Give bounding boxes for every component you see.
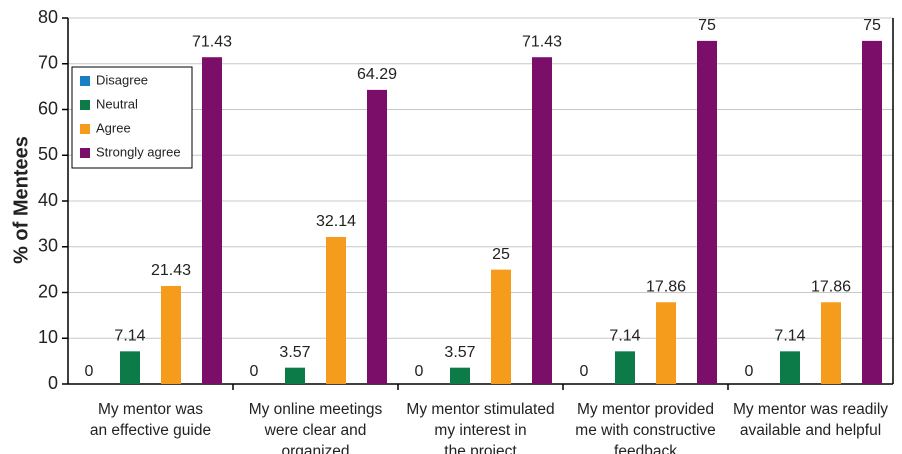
legend-label: Neutral [96, 96, 138, 111]
value-label: 75 [863, 17, 881, 34]
value-label: 7.14 [609, 328, 640, 345]
value-label: 21.43 [151, 262, 191, 279]
value-label: 17.86 [811, 279, 851, 296]
x-tick-label: My mentor provided me with constructive fe… [575, 401, 715, 454]
bar [161, 285, 181, 384]
x-tick-label: My online meetings were clear and organize… [249, 401, 383, 454]
y-tick-label: 30 [38, 236, 58, 256]
legend-swatch [80, 76, 90, 86]
bar [367, 89, 387, 384]
bar [656, 302, 676, 384]
value-label: 0 [745, 363, 754, 380]
bar [862, 40, 882, 384]
value-label: 0 [415, 363, 424, 380]
x-tick-label: My mentor stimulated my interest in the pr… [406, 401, 554, 454]
legend-swatch [80, 100, 90, 110]
bar [450, 367, 470, 384]
legend-swatch [80, 124, 90, 134]
legend-label: Strongly agree [96, 144, 181, 159]
legend-swatch [80, 148, 90, 158]
y-tick-label: 50 [38, 144, 58, 164]
value-label: 32.14 [316, 213, 356, 230]
value-label: 0 [250, 363, 259, 380]
y-tick-label: 0 [48, 373, 58, 393]
legend-label: Agree [96, 120, 131, 135]
bar [532, 57, 552, 384]
y-axis-title: % of Mentees [10, 136, 32, 264]
bar [780, 351, 800, 384]
bar [326, 236, 346, 384]
value-label: 17.86 [646, 279, 686, 296]
bar [285, 367, 305, 384]
value-label: 75 [698, 17, 716, 34]
value-label: 7.14 [114, 328, 145, 345]
x-tick-label: My mentor was readily available and helpf… [733, 401, 888, 439]
value-label: 0 [85, 363, 94, 380]
value-label: 25 [492, 246, 510, 263]
y-tick-label: 80 [38, 7, 58, 27]
x-tick-label: My mentor was an effective guide [90, 401, 211, 439]
value-label: 3.57 [444, 344, 475, 361]
value-label: 64.29 [357, 66, 397, 83]
bar [821, 302, 841, 384]
y-tick-label: 70 [38, 53, 58, 73]
value-label: 0 [580, 363, 589, 380]
bar [491, 269, 511, 384]
bar [120, 351, 140, 384]
y-tick-label: 40 [38, 190, 58, 210]
bar [697, 40, 717, 384]
legend-label: Disagree [96, 72, 148, 87]
value-label: 7.14 [774, 328, 805, 345]
legend: Disagree Neutral Agree Strongly agree [71, 66, 193, 169]
y-tick-label: 10 [38, 327, 58, 347]
legend-box [71, 66, 193, 169]
value-label: 71.43 [192, 33, 232, 50]
value-label: 71.43 [522, 33, 562, 50]
bar [615, 351, 635, 384]
bar [202, 57, 222, 384]
y-tick-label: 60 [38, 98, 58, 118]
value-label: 3.57 [279, 344, 310, 361]
y-tick-label: 20 [38, 281, 58, 301]
